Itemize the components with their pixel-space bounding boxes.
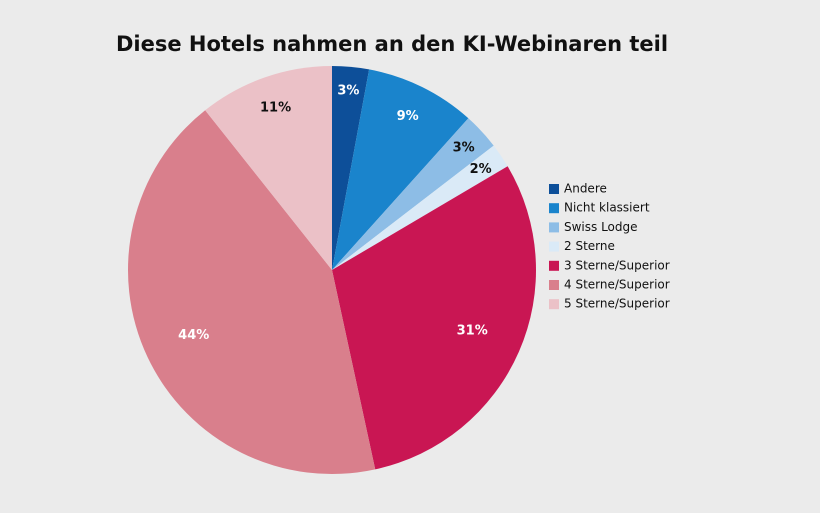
pie-slice <box>205 66 332 270</box>
legend-label: Swiss Lodge <box>564 220 638 234</box>
legend-label: 3 Sterne/Superior <box>564 258 670 272</box>
pie-slice <box>332 166 536 470</box>
pie-slice <box>127 110 376 475</box>
pie-slice <box>332 118 494 270</box>
legend-swatch <box>549 203 559 214</box>
pie-slice <box>332 66 370 270</box>
slice-label: 3% <box>453 140 475 155</box>
chart-title: Diese Hotels nahmen an den KI-Webinaren … <box>116 32 668 56</box>
legend-label: 2 Sterne <box>564 239 615 253</box>
legend-swatch <box>549 222 559 233</box>
slice-label: 3% <box>337 84 359 99</box>
slice-label: 2% <box>470 162 492 177</box>
legend-label: Andere <box>564 182 607 196</box>
legend-label: 4 Sterne/Superior <box>564 278 670 292</box>
pie-slice <box>332 69 469 270</box>
legend-swatch <box>549 280 559 290</box>
legend-swatch <box>549 241 559 252</box>
legend-swatch <box>549 260 559 271</box>
slice-label: 9% <box>397 109 419 124</box>
slice-label: 11% <box>260 101 291 116</box>
slice-label: 31% <box>457 324 488 339</box>
slice-label: 44% <box>178 328 209 343</box>
legend-swatch <box>549 299 559 310</box>
legend-label: 5 Sterne/Superior <box>564 297 670 311</box>
pie-slice <box>332 145 508 270</box>
legend-label: Nicht klassiert <box>564 201 650 215</box>
legend-swatch <box>549 184 559 194</box>
